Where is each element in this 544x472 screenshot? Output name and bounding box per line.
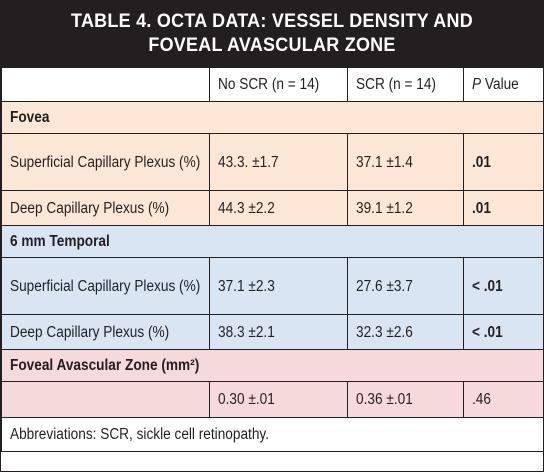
header-p-value: P Value — [463, 67, 544, 102]
header-row: No SCR (n = 14) SCR (n = 14) P Value — [1, 67, 544, 102]
cell-scr: 37.1 ±1.4 — [347, 133, 464, 191]
section-row-6mm-temporal: 6 mm Temporal — [1, 225, 544, 258]
header-empty-cell — [1, 67, 210, 102]
header-p-letter: P — [472, 76, 482, 93]
cell-scr: 27.6 ±3.7 — [347, 257, 464, 315]
table-row: Superficial Capillary Plexus (%) 43.3. ±… — [1, 133, 544, 191]
table-row: Superficial Capillary Plexus (%) 37.1 ±2… — [1, 257, 544, 315]
cell-scr: 0.36 ±.01 — [347, 381, 464, 418]
row-label: Deep Capillary Plexus (%) — [1, 190, 210, 226]
cell-p-value: < .01 — [463, 257, 544, 315]
footnote: Abbreviations: SCR, sickle cell retinopa… — [1, 417, 544, 452]
table-row: 0.30 ±.01 0.36 ±.01 .46 — [1, 381, 544, 418]
section-label: Fovea — [1, 101, 544, 134]
cell-p-value: < .01 — [463, 314, 544, 350]
header-scr: SCR (n = 14) — [347, 67, 464, 102]
cell-scr: 39.1 ±1.2 — [347, 190, 464, 226]
section-label: 6 mm Temporal — [1, 225, 544, 258]
cell-no-scr: 43.3. ±1.7 — [209, 133, 348, 191]
row-label: Superficial Capillary Plexus (%) — [1, 257, 210, 315]
row-label — [1, 381, 210, 418]
section-row-fovea: Fovea — [1, 101, 544, 134]
cell-no-scr: 0.30 ±.01 — [209, 381, 348, 418]
cell-no-scr: 38.3 ±2.1 — [209, 314, 348, 350]
data-table: No SCR (n = 14) SCR (n = 14) P Value Fov… — [1, 67, 544, 452]
section-label: Foveal Avascular Zone (mm²) — [1, 349, 544, 382]
table-title: TABLE 4. OCTA DATA: VESSEL DENSITY AND F… — [1, 1, 543, 67]
cell-no-scr: 37.1 ±2.3 — [209, 257, 348, 315]
table-row: Deep Capillary Plexus (%) 44.3 ±2.2 39.1… — [1, 190, 544, 226]
cell-p-value: .01 — [463, 133, 544, 191]
row-label: Superficial Capillary Plexus (%) — [1, 133, 210, 191]
section-row-foveal-avascular-zone: Foveal Avascular Zone (mm²) — [1, 349, 544, 382]
footnote-row: Abbreviations: SCR, sickle cell retinopa… — [1, 417, 544, 452]
row-label: Deep Capillary Plexus (%) — [1, 314, 210, 350]
cell-p-value: .46 — [463, 381, 544, 418]
table-row: Deep Capillary Plexus (%) 38.3 ±2.1 32.3… — [1, 314, 544, 350]
cell-scr: 32.3 ±2.6 — [347, 314, 464, 350]
header-no-scr: No SCR (n = 14) — [209, 67, 348, 102]
cell-no-scr: 44.3 ±2.2 — [209, 190, 348, 226]
cell-p-value: .01 — [463, 190, 544, 226]
header-p-rest: Value — [481, 76, 519, 93]
